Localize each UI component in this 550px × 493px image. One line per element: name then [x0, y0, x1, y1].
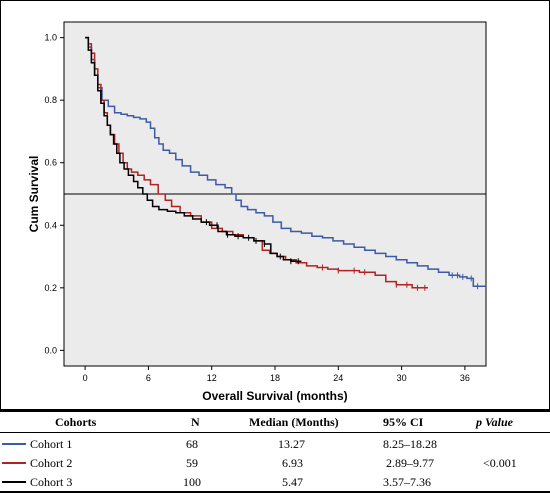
- y-tick-label: 0.4: [44, 220, 57, 230]
- p-value: <0.001: [483, 456, 517, 470]
- series-line-cohort-1: [85, 36, 486, 288]
- cohort-2-swatch: [2, 462, 26, 464]
- x-tick-label: 6: [146, 373, 151, 383]
- x-tick-label: 18: [270, 373, 280, 383]
- y-tick-label: 1.0: [44, 33, 57, 43]
- header-p-value: p Value: [476, 415, 514, 429]
- x-tick-label: 30: [397, 373, 407, 383]
- cohort-name: Cohort 2: [30, 456, 73, 470]
- cohort-n: 100: [183, 475, 201, 489]
- table-header-row: Cohorts N Median (Months) 95% CI p Value: [0, 413, 550, 431]
- x-tick-label: 24: [333, 373, 343, 383]
- table-row: Cohort 1 68 13.27 8.25–18.28: [0, 435, 550, 453]
- cohort-name: Cohort 3: [30, 475, 73, 489]
- y-tick-label: 0.8: [44, 95, 57, 105]
- y-axis-title: Cum Survival: [27, 156, 41, 233]
- header-cohorts: Cohorts: [55, 415, 97, 429]
- x-tick-label: 12: [207, 373, 217, 383]
- cohort-ci: 3.57–7.36: [383, 475, 431, 489]
- x-tick-label: 36: [460, 373, 470, 383]
- series-line-cohort-3: [85, 36, 302, 262]
- cohort-median: 5.47: [282, 475, 303, 489]
- x-tick-label: 0: [83, 373, 88, 383]
- results-table: Cohorts N Median (Months) 95% CI p Value…: [0, 410, 550, 493]
- table-header-rule: [0, 432, 550, 433]
- y-tick-label: 0.2: [44, 283, 57, 293]
- cohort-n: 68: [186, 437, 198, 451]
- header-median: Median (Months): [249, 415, 339, 429]
- cohort-ci: 2.89–9.77: [386, 456, 434, 470]
- survival-chart: 0.0 0.2 0.4 0.6 0.8 1.0 0 6 12 18 24 30 36 Overall Su…: [0, 0, 550, 410]
- table-row: Cohort 2 59 6.93 2.89–9.77 <0.001: [0, 454, 550, 472]
- cohort-ci: 8.25–18.28: [383, 437, 437, 451]
- cohort-n: 59: [186, 456, 198, 470]
- cohort-name: Cohort 1: [30, 437, 73, 451]
- header-n: N: [191, 415, 200, 429]
- y-tick-label: 0.0: [44, 345, 57, 355]
- table-top-rule: [0, 410, 550, 412]
- cohort-1-swatch: [2, 443, 26, 445]
- cohort-median: 6.93: [282, 456, 303, 470]
- y-tick-label: 0.6: [44, 158, 57, 168]
- cohort-median: 13.27: [278, 437, 305, 451]
- table-bottom-rule: [0, 491, 550, 493]
- cohort-3-swatch: [2, 481, 26, 483]
- header-ci: 95% CI: [383, 415, 424, 429]
- table-row: Cohort 3 100 5.47 3.57–7.36: [0, 473, 550, 491]
- x-axis-title: Overall Survival (months): [202, 389, 347, 403]
